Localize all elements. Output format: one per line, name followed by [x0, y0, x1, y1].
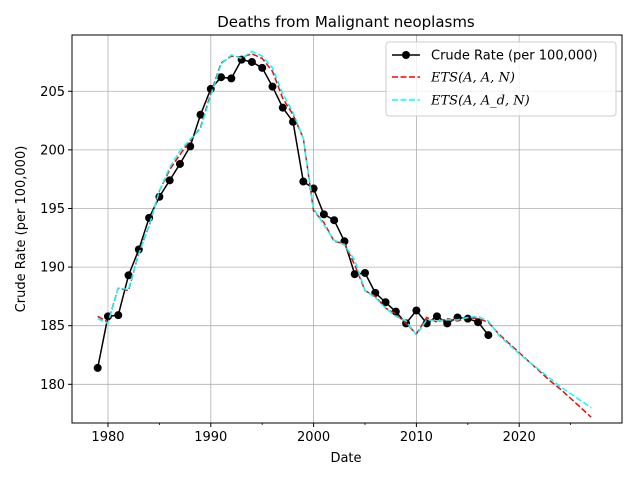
x-tick-label: 1990: [194, 430, 227, 445]
series-line-ets-aan: [97, 52, 592, 418]
data-point-crude-rate: [432, 312, 441, 321]
data-point-crude-rate: [217, 73, 226, 82]
legend-marker-crude-rate: [402, 51, 410, 59]
x-axis-label: Date: [330, 451, 361, 466]
y-tick-label: 180: [40, 378, 65, 393]
y-tick-label: 195: [40, 202, 65, 217]
series-line-ets-aadn: [97, 50, 592, 409]
data-point-crude-rate: [227, 74, 236, 83]
x-tick-label: 2020: [503, 430, 536, 445]
data-point-crude-rate: [124, 271, 133, 280]
data-point-crude-rate: [258, 63, 267, 72]
data-point-crude-rate: [299, 177, 308, 186]
data-point-crude-rate: [474, 318, 483, 327]
data-point-crude-rate: [484, 331, 493, 340]
x-tick-label: 1980: [91, 430, 124, 445]
data-point-crude-rate: [443, 319, 452, 328]
x-tick-label: 2000: [297, 430, 330, 445]
data-point-crude-rate: [175, 159, 184, 168]
legend-label-crude-rate: Crude Rate (per 100,000): [431, 49, 598, 64]
data-point-crude-rate: [247, 57, 256, 66]
series-layer: [93, 50, 592, 418]
chart-title: Deaths from Malignant neoplasms: [217, 13, 475, 31]
legend: Crude Rate (per 100,000) ETS(A, A, N) ETS(…: [385, 41, 617, 117]
data-point-crude-rate: [463, 314, 472, 323]
data-point-crude-rate: [350, 270, 359, 279]
plot-frame: [71, 34, 623, 424]
data-point-crude-rate: [165, 176, 174, 185]
legend-box: [385, 41, 617, 117]
x-tick-label: 2010: [400, 430, 433, 445]
y-axis-label: Crude Rate (per 100,000): [14, 146, 29, 313]
data-point-crude-rate: [330, 216, 339, 225]
data-point-crude-rate: [196, 110, 205, 119]
data-point-crude-rate: [422, 319, 431, 328]
data-point-crude-rate: [268, 82, 277, 91]
axis-ticks: 1980 1990 2000 2010 2020 180 185 190 195 200 205: [40, 85, 571, 445]
data-point-crude-rate: [93, 363, 102, 372]
y-tick-label: 205: [40, 85, 65, 100]
data-point-crude-rate: [114, 311, 123, 320]
y-tick-label: 190: [40, 261, 65, 276]
data-point-crude-rate: [319, 210, 328, 219]
legend-label-ets-aadn: ETS(A, A_d, N): [430, 94, 530, 109]
legend-label-ets-aan: ETS(A, A, N): [430, 71, 515, 86]
data-point-crude-rate: [381, 298, 390, 307]
y-tick-label: 200: [40, 143, 65, 158]
data-point-crude-rate: [360, 268, 369, 277]
data-point-crude-rate: [278, 103, 287, 112]
y-tick-label: 185: [40, 319, 65, 334]
data-point-crude-rate: [412, 306, 421, 315]
data-point-crude-rate: [289, 117, 298, 126]
